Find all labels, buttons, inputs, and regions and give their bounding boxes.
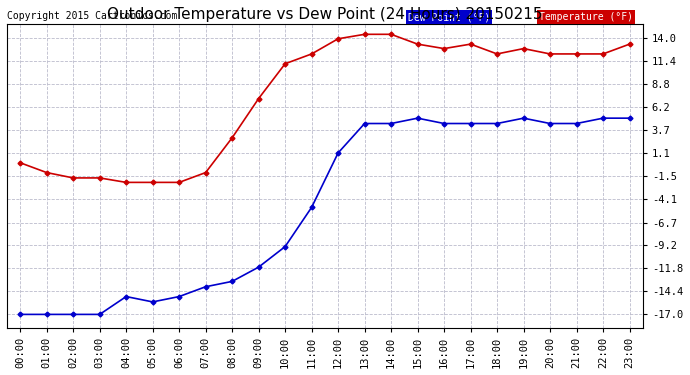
Title: Outdoor Temperature vs Dew Point (24 Hours) 20150215: Outdoor Temperature vs Dew Point (24 Hou… xyxy=(107,7,542,22)
Text: Dew Point (°F): Dew Point (°F) xyxy=(408,12,490,22)
Text: Temperature (°F): Temperature (°F) xyxy=(540,12,633,22)
Text: Copyright 2015 Cartronics.com: Copyright 2015 Cartronics.com xyxy=(7,12,177,21)
